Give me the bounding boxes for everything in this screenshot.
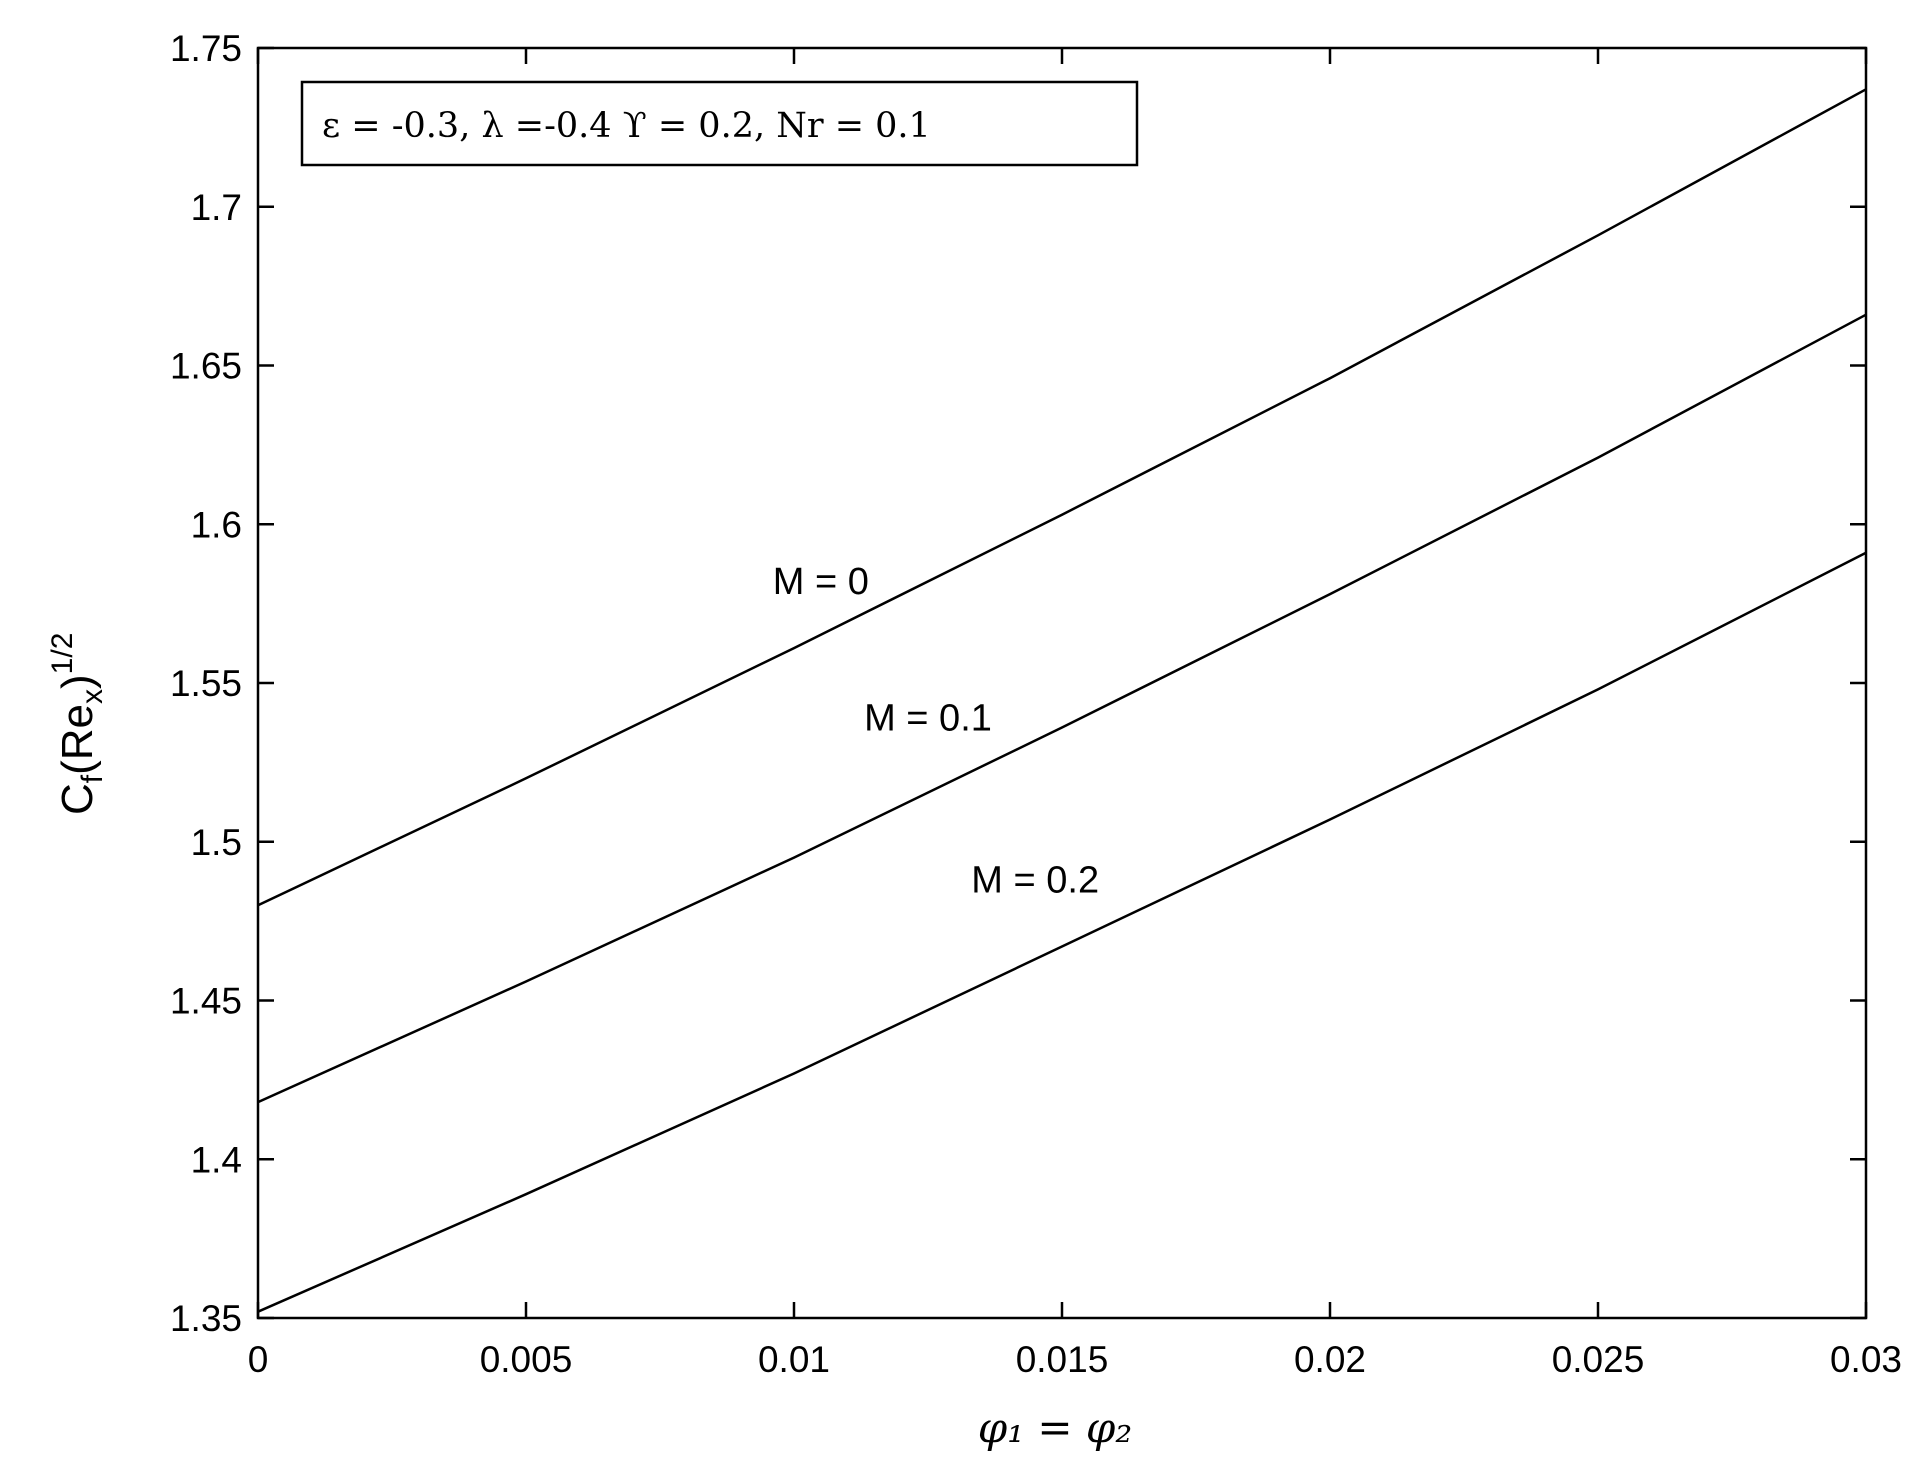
y-tick-label: 1.35	[170, 1298, 242, 1339]
y-axis-label: Cf(Rex)1/2	[46, 633, 109, 815]
y-axis-tick-labels: 1.35 1.4 1.45 1.5 1.55 1.6 1.65 1.7 1.75	[170, 28, 242, 1339]
y-tick-label: 1.4	[191, 1139, 242, 1180]
y-tick-label: 1.55	[170, 663, 242, 704]
y-axis-label-main: C	[53, 783, 102, 815]
series-line	[257, 551, 1867, 1313]
y-tick-label: 1.75	[170, 28, 242, 69]
y-tick-label: 1.65	[170, 346, 242, 387]
y-tick-label: 1.45	[170, 981, 242, 1022]
series-line	[257, 313, 1867, 1104]
parameter-box-frame	[300, 80, 1139, 167]
x-tick-label: 0.025	[1552, 1339, 1645, 1380]
x-tick-label: 0.02	[1294, 1339, 1366, 1380]
y-tick-label: 1.7	[191, 187, 242, 228]
curve-label: M = 0	[773, 561, 869, 603]
y-axis-label-mid: (Re	[53, 704, 102, 775]
y-axis-label-sub-x: x	[76, 689, 109, 704]
parameter-box: ε = -0.3, λ =-0.4 ϒ = 0.2, Nr = 0.1	[300, 80, 1139, 167]
series-lines	[257, 88, 1867, 1313]
x-tick-label: 0	[248, 1339, 269, 1380]
curve-label: M = 0.1	[864, 698, 992, 740]
x-tick-label: 0.005	[480, 1339, 573, 1380]
parameter-box-text: ε = -0.3, λ =-0.4 ϒ = 0.2, Nr = 0.1	[322, 106, 931, 146]
curve-labels: M = 0 M = 0.1 M = 0.2	[773, 561, 1099, 901]
y-axis-label-close: )	[53, 674, 102, 689]
x-axis-tick-labels: 0 0.005 0.01 0.015 0.02 0.025 0.03	[248, 1339, 1902, 1380]
y-axis-label-sub-f: f	[76, 774, 109, 783]
axis-ticks	[256, 46, 1868, 1320]
x-tick-label: 0.01	[758, 1339, 830, 1380]
y-tick-label: 1.6	[191, 504, 242, 545]
curve-label: M = 0.2	[971, 860, 1099, 902]
series-line	[257, 88, 1867, 907]
y-tick-label: 1.5	[191, 822, 242, 863]
x-tick-label: 0.015	[1016, 1339, 1109, 1380]
y-axis-label-sup: 1/2	[46, 633, 79, 675]
x-axis-label: φ₁ = φ₂	[978, 1403, 1132, 1452]
x-tick-label: 0.03	[1830, 1339, 1902, 1380]
svg-text:Cf(Rex)1/2: Cf(Rex)1/2	[46, 633, 109, 815]
